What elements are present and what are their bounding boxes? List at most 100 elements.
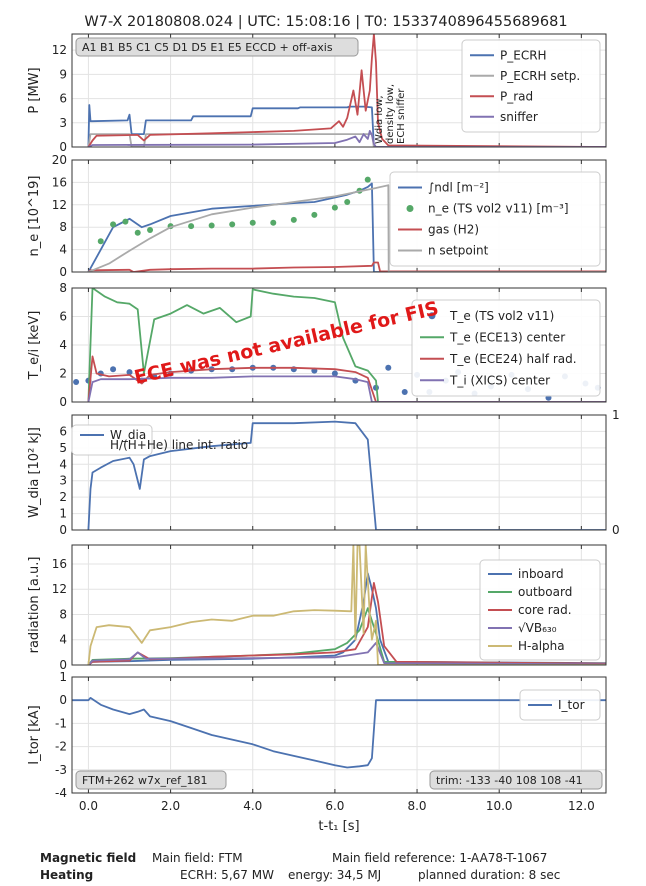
mode-annotation: A1 B1 B5 C1 C5 D1 D5 E1 E5 ECCD + off-ax…: [82, 41, 333, 54]
legend-label: W_dia: [110, 428, 146, 442]
series-line: [87, 375, 606, 402]
footer-row-heating: Heating ECRH: 5,67 MW energy: 34,5 MJ pl…: [40, 868, 610, 884]
y-tick-label: 4: [59, 243, 67, 257]
planned-duration: planned duration: 8 sec: [418, 868, 561, 882]
data-point: [122, 218, 129, 225]
legend-label: I_tor: [558, 698, 585, 712]
legend-label: P_ECRH: [500, 48, 547, 62]
series-line: [87, 355, 606, 402]
x-tick-label: 8.0: [407, 799, 426, 813]
data-point: [147, 227, 154, 233]
data-point: [208, 222, 215, 229]
x-tick-label: 12.0: [568, 799, 595, 813]
y2-tick-label: 1: [612, 408, 620, 422]
y-tick-label: -2: [55, 740, 67, 754]
series-line: [88, 129, 606, 147]
panel-itor: -4 -3 -2 -1 0 1 I_tor [kA] I_tor FTM+262 w7x_ref…: [27, 670, 607, 800]
y-tick-label: 6: [59, 424, 67, 438]
legend-frame: [389, 171, 601, 267]
legend-label: T_i (XICS) center: [449, 373, 550, 387]
panel-frame: [71, 676, 607, 794]
data-point: [331, 204, 338, 211]
legend: T_e (TS vol2 v11) T_e (ECE13) center T_e (…: [411, 299, 601, 397]
figure: W7-X 20180808.024 | UTC: 15:08:16 | T0: …: [27, 14, 620, 834]
legend: inboard outboard core rad. √VB₆₃₀ H-alpha: [479, 559, 601, 661]
data-point: [401, 389, 408, 396]
legend-frame: [519, 689, 601, 721]
y-tick-label: 0: [59, 658, 67, 672]
y2-tick-label: 0: [612, 523, 620, 537]
y-axis-label: P [MW]: [27, 67, 42, 113]
y-tick-label: 6: [59, 92, 67, 106]
y-tick-label: 4: [59, 457, 67, 471]
y-tick-label: 12: [52, 198, 67, 212]
legend-frame: [479, 559, 601, 661]
y-tick-label: 16: [52, 557, 67, 571]
legend-label: n setpoint: [428, 244, 489, 258]
panel-te: 0 2 4 6 8 T_e/i [keV] T_e (TS vol2 v11) T_e (EC…: [27, 281, 607, 409]
series-line: [87, 420, 606, 530]
y-tick-label: 2: [59, 490, 67, 504]
legend-label: outboard: [518, 585, 572, 599]
y-tick-label: 0: [59, 140, 67, 154]
data-point: [73, 379, 80, 386]
data-point: [134, 229, 141, 236]
series-line: [87, 288, 606, 402]
legend-frame: [71, 424, 153, 456]
series-line: [87, 261, 606, 272]
data-point: [344, 199, 351, 205]
series-group: [87, 545, 606, 665]
legend: I_tor: [519, 689, 601, 721]
y-tick-label: 0: [59, 693, 67, 707]
vertical-note: ECH sniffer: [396, 88, 407, 144]
panel-rad: 0 4 8 12 16 radiation [a.u.] inboard outboard co…: [27, 544, 607, 672]
x-tick-label: 0.0: [79, 799, 98, 813]
series-group: [87, 417, 606, 530]
legend-label: P_rad: [500, 89, 533, 103]
series-line: [87, 34, 606, 147]
y-tick-label: 16: [52, 175, 67, 189]
y-tick-label: -3: [55, 763, 67, 777]
data-point: [364, 176, 371, 183]
legend-label: P_ECRH setp.: [500, 69, 580, 83]
legend-frame: [411, 299, 601, 397]
legend-label: T_e (ECE24) half rad.: [449, 352, 577, 366]
legend-label: T_e (TS vol2 v11): [449, 309, 554, 323]
ref-annotation: FTM+262 w7x_ref_181: [82, 774, 207, 787]
series-line: [72, 697, 606, 769]
ecrh-energy: energy: 34,5 MJ: [288, 868, 382, 882]
y-axis-label: I_tor [kA]: [27, 705, 42, 764]
heating-label: Heating: [40, 868, 94, 882]
legend-marker: [428, 312, 436, 320]
figure-title: W7-X 20180808.024 | UTC: 15:08:16 | T0: …: [84, 14, 567, 30]
legend-label: T_e (ECE13) center: [449, 330, 565, 344]
y-tick-label: 5: [59, 441, 67, 455]
x-axis-label: t-t₁ [s]: [318, 819, 359, 834]
y-tick-label: 12: [52, 43, 67, 57]
series-line: [88, 417, 606, 530]
panel-frame: [71, 544, 607, 666]
series-group: [87, 176, 606, 272]
y-axis-label: radiation [a.u.]: [27, 557, 42, 654]
legend-label: gas (H2): [428, 223, 479, 237]
y-tick-label: 8: [59, 607, 67, 621]
series-line: [87, 545, 606, 665]
legend-label: ∫ndl [m⁻²]: [428, 181, 489, 195]
x-tick-label: 2.0: [161, 799, 180, 813]
series-group: [87, 34, 606, 147]
legend-label: core rad.: [518, 603, 572, 617]
legend-label: √VB₆₃₀: [518, 621, 557, 635]
legend-label: n_e (TS vol2 v11) [m⁻³]: [428, 202, 569, 216]
main-field-reference: Main field reference: 1-AA78-T-1067: [332, 851, 548, 865]
panel-frame: [71, 159, 607, 273]
y-tick-label: 20: [52, 153, 67, 167]
data-point: [126, 369, 133, 376]
series-group: [73, 288, 606, 402]
legend: ∫ndl [m⁻²] n_e (TS vol2 v11) [m⁻³] gas (H2…: [389, 171, 601, 267]
x-tick-label: 10.0: [486, 799, 513, 813]
data-point: [110, 221, 117, 228]
y-tick-label: 3: [59, 474, 67, 488]
y-tick-label: 6: [59, 310, 67, 324]
y-tick-label: 0: [59, 523, 67, 537]
